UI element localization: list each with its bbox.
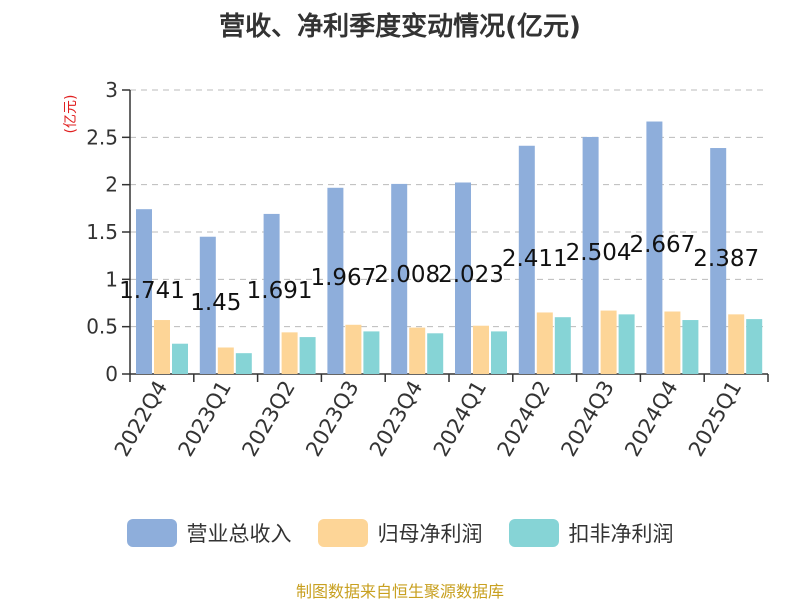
x-tick-label: 2024Q4 [620, 377, 682, 461]
bar-net-profit [409, 327, 426, 374]
x-tick-label: 2024Q3 [556, 377, 618, 461]
bar-net-profit [600, 310, 617, 374]
legend-item-revenue[interactable]: 营业总收入 [126, 518, 292, 548]
chart-title: 营收、净利季度变动情况(亿元) [219, 12, 581, 42]
bar-revenue [263, 213, 280, 374]
bar-net-profit [345, 324, 362, 374]
legend-label-deducted-net-profit: 扣非净利润 [568, 522, 674, 546]
bar-revenue [582, 136, 599, 374]
bar-net-profit [281, 332, 298, 374]
legend-item-deducted-net-profit[interactable]: 扣非净利润 [508, 518, 674, 548]
bar-deducted-net-profit [427, 333, 444, 374]
data-label-revenue: 1.741 [119, 278, 185, 304]
x-tick-label: 2023Q4 [365, 377, 427, 461]
legend-swatch-revenue [126, 519, 177, 547]
bar-revenue [518, 145, 535, 374]
y-tick-label: 2 [105, 173, 118, 197]
bar-deducted-net-profit [618, 314, 635, 374]
bar-deducted-net-profit [682, 320, 699, 374]
bar-deducted-net-profit [299, 337, 316, 374]
data-label-revenue: 2.411 [502, 246, 568, 272]
bar-net-profit [728, 314, 745, 374]
bar-revenue [391, 183, 408, 374]
data-label-revenue: 2.504 [566, 240, 632, 266]
y-axis-label: (亿元) [63, 95, 79, 134]
data-label-revenue: 2.023 [438, 262, 504, 288]
data-label-revenue: 1.691 [247, 278, 313, 304]
legend-item-net-profit[interactable]: 归母净利润 [317, 518, 483, 548]
data-label-revenue: 2.667 [629, 232, 695, 258]
legend: 营业总收入 归母净利润 扣非净利润 [0, 518, 800, 548]
y-tick-label: 3 [105, 78, 118, 102]
x-tick-label: 2024Q1 [429, 377, 491, 461]
bar-revenue [327, 187, 344, 374]
bar-deducted-net-profit [235, 353, 252, 374]
y-tick-label: 0 [105, 362, 118, 386]
x-tick-label: 2025Q1 [684, 377, 746, 461]
x-tick-label: 2023Q2 [237, 377, 299, 461]
x-tick-label: 2023Q1 [174, 377, 236, 461]
bar-net-profit [536, 312, 553, 374]
legend-swatch-net-profit [317, 519, 368, 547]
x-tick-label: 2024Q2 [493, 377, 555, 461]
legend-label-net-profit: 归母净利润 [377, 522, 483, 546]
bar-deducted-net-profit [746, 319, 763, 374]
bar-net-profit [473, 325, 489, 374]
x-tick-label: 2023Q3 [301, 377, 363, 461]
bar-deducted-net-profit [554, 317, 571, 374]
bar-net-profit [664, 311, 681, 374]
legend-swatch-deducted-net-profit [508, 519, 559, 547]
y-tick-label: 0.5 [86, 315, 118, 339]
x-tick-label: 2022Q4 [110, 377, 172, 461]
bar-revenue [710, 148, 727, 374]
bar-net-profit [154, 320, 170, 374]
bar-deducted-net-profit [491, 331, 507, 374]
y-tick-label: 2.5 [86, 125, 118, 149]
bar-deducted-net-profit [363, 331, 380, 374]
bar-revenue [455, 182, 471, 374]
bar-revenue [199, 236, 216, 374]
y-tick-label: 1.5 [86, 220, 118, 244]
y-tick-label: 1 [105, 267, 118, 291]
bar-deducted-net-profit [172, 343, 188, 374]
legend-label-revenue: 营业总收入 [186, 522, 292, 546]
bar-revenue [646, 121, 663, 374]
bar-revenue [136, 209, 152, 374]
source-note: 制图数据来自恒生聚源数据库 [295, 582, 504, 601]
data-label-revenue: 1.967 [310, 265, 376, 291]
data-label-revenue: 1.45 [190, 290, 241, 316]
bar-net-profit [217, 347, 234, 374]
data-label-revenue: 2.008 [374, 262, 440, 288]
data-label-revenue: 2.387 [693, 246, 759, 272]
